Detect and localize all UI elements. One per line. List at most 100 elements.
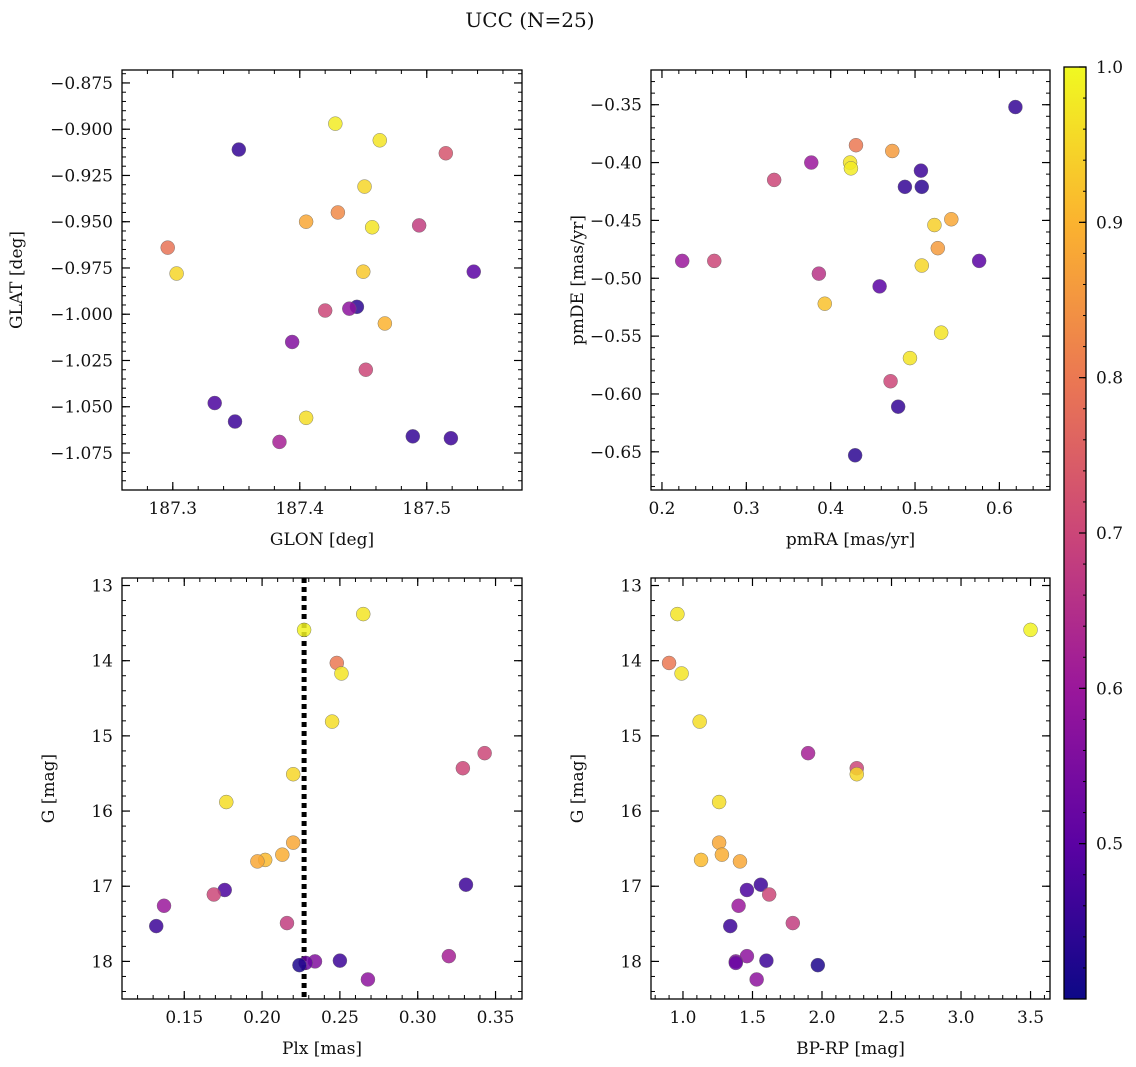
data-point [848,138,864,153]
y-tick-label: −0.65 [590,443,642,463]
y-tick-label: 17 [91,877,113,897]
data-point [231,142,247,157]
y-tick-label: 18 [620,952,642,972]
data-point [693,852,709,868]
y-tick-label: 16 [91,802,113,822]
data-point [324,714,340,729]
y-tick-label: −0.875 [50,74,113,94]
data-point [811,266,827,281]
data-point [674,666,689,681]
data-point [160,240,175,255]
data-point [933,325,949,340]
y-tick-label: −0.40 [590,154,642,174]
x-tick-label: 0.5 [902,499,929,519]
data-point [927,217,942,233]
data-point [883,374,898,389]
data-point [275,847,290,862]
data-point [317,303,333,318]
data-point [330,205,346,220]
data-point [914,258,929,273]
data-point [149,918,164,934]
data-point [971,253,987,269]
data-point [284,334,300,350]
x-axis-label: pmRA [mas/yr] [786,530,915,550]
data-point [914,179,929,195]
colorbar-tick-label: 0.9 [1096,213,1123,233]
panel-2: 0.2 0.3 0.4 0.5 0.6 −0.35 −0.40 −0.45 −0.50 −0.55… [568,69,1051,550]
data-point [675,253,690,269]
panels: 187.3 187.4 187.5 −0.875 −0.900 −0.925 −0.950 −… [7,69,1051,1059]
x-tick-label: 2.0 [808,1008,835,1028]
data-point [441,948,457,964]
y-tick-label: −0.45 [590,211,642,231]
data-point [766,172,782,188]
y-tick-label: −0.900 [50,120,113,140]
y-tick-label: −0.950 [50,213,113,233]
y-axis-label: pmDE [mas/yr] [568,215,588,345]
data-point [279,915,295,931]
colorbar-tick-label: 1.0 [1096,58,1123,78]
data-point [296,622,312,638]
x-tick-label: 0.30 [399,1008,437,1028]
data-point [342,301,357,316]
y-tick-label: −0.925 [50,166,113,186]
data-point [356,606,371,622]
data-point [817,296,832,311]
x-tick-label: 2.5 [878,1008,905,1028]
plot-frame [650,69,1051,491]
y-tick-label: −0.35 [590,96,642,116]
data-point [458,877,474,892]
x-tick-label: 0.3 [733,499,760,519]
data-point [207,395,222,411]
y-tick-label: −0.55 [590,327,642,347]
y-tick-label: −1.050 [50,398,113,418]
data-point [692,714,707,729]
data-point [1023,622,1038,638]
data-point [930,240,946,256]
data-point [872,279,887,294]
y-axis-label: GLAT [deg] [7,231,27,329]
data-point [785,915,801,931]
data-point [250,854,265,869]
data-point [332,953,348,968]
data-point [443,430,459,446]
y-axis-label: G [mag] [568,754,588,823]
colorbar-gradient [1064,67,1086,999]
x-tick-label: 0.25 [321,1008,359,1028]
data-point [749,972,764,987]
y-tick-label: −0.50 [590,269,642,289]
x-tick-label: 0.6 [986,499,1013,519]
x-tick-label: 0.2 [648,499,675,519]
y-tick-label: 15 [91,727,113,747]
y-axis-label: G [mag] [39,754,59,823]
data-point [356,264,371,279]
panel-3: 0.15 0.20 0.25 0.30 0.35 13 14 15 16 17 18 Plx [mas… [39,577,523,1059]
data-point [169,266,184,281]
data-point [810,957,826,973]
y-tick-label: 14 [91,652,113,672]
data-point [890,399,906,414]
data-point [707,253,722,269]
data-point [286,835,301,850]
data-point [739,882,755,898]
x-tick-label: 187.4 [275,499,324,519]
y-tick-label: 13 [91,577,113,597]
y-tick-label: 14 [620,652,642,672]
data-point [913,163,929,178]
data-point [897,179,913,195]
data-point [455,761,471,776]
y-tick-label: −1.025 [50,351,113,371]
data-point [227,414,243,429]
x-tick-label: 0.35 [477,1008,515,1028]
data-point [477,745,492,761]
data-point [800,745,816,761]
data-point [732,854,748,869]
y-tick-label: 15 [620,727,642,747]
x-tick-label: 3.0 [948,1008,975,1028]
data-point [1008,99,1023,115]
colorbar: 0.5 0.6 0.7 0.8 0.9 1.0 [1063,58,1123,1000]
panel-4: 1.0 1.5 2.0 2.5 3.0 3.5 13 14 15 16 17 18 BP-RP [mag… [568,577,1051,1059]
data-point [286,767,301,782]
y-tick-label: −1.075 [50,444,113,464]
data-point [885,143,900,159]
